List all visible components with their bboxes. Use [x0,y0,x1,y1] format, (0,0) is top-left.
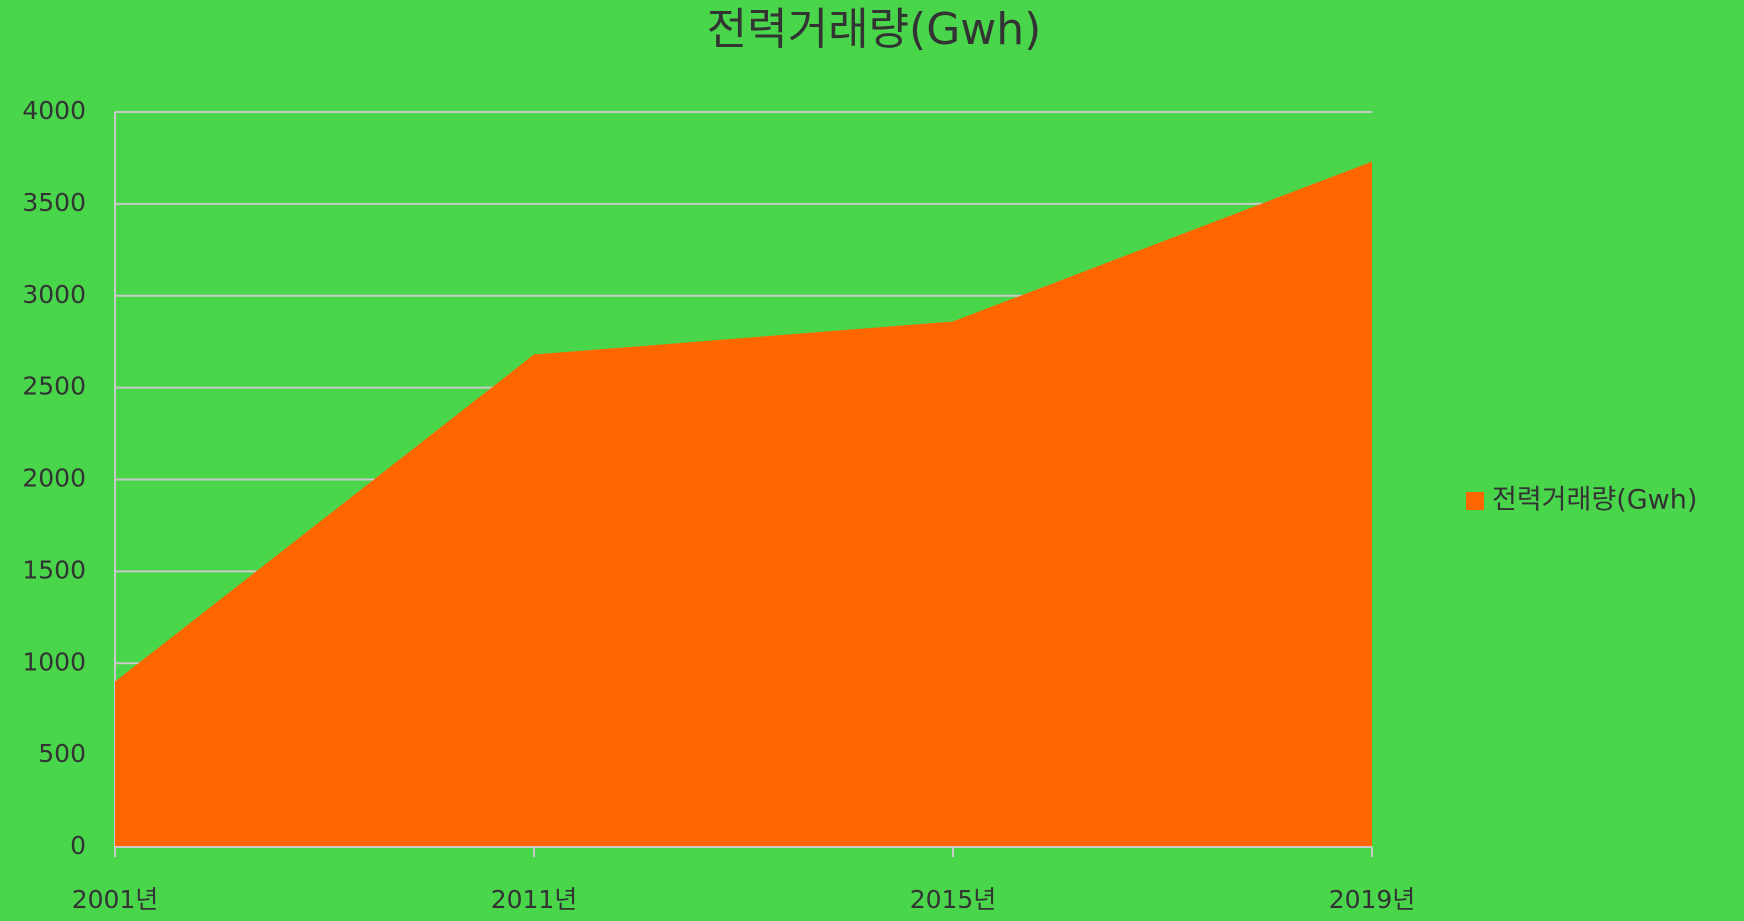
y-tick-label: 1500 [22,555,86,584]
area [115,161,1372,848]
x-tick-label: 2001년 [72,885,159,914]
x-tick-label: 2015년 [910,885,997,914]
chart-title: 전력거래량(Gwh) [707,4,1042,55]
x-tick-label: 2019년 [1329,885,1416,914]
y-tick-label: 3000 [22,280,86,309]
y-tick-label: 500 [38,739,86,768]
y-tick-label: 3500 [22,188,86,217]
x-tick-label: 2011년 [491,885,578,914]
legend-label: 전력거래량(Gwh) [1492,485,1697,516]
y-tick-label: 0 [70,831,86,860]
y-tick-label: 1000 [22,647,86,676]
y-tick-label: 2500 [22,372,86,401]
y-tick-label: 4000 [22,96,86,125]
legend-swatch [1466,492,1484,510]
y-tick-label: 2000 [22,464,86,493]
